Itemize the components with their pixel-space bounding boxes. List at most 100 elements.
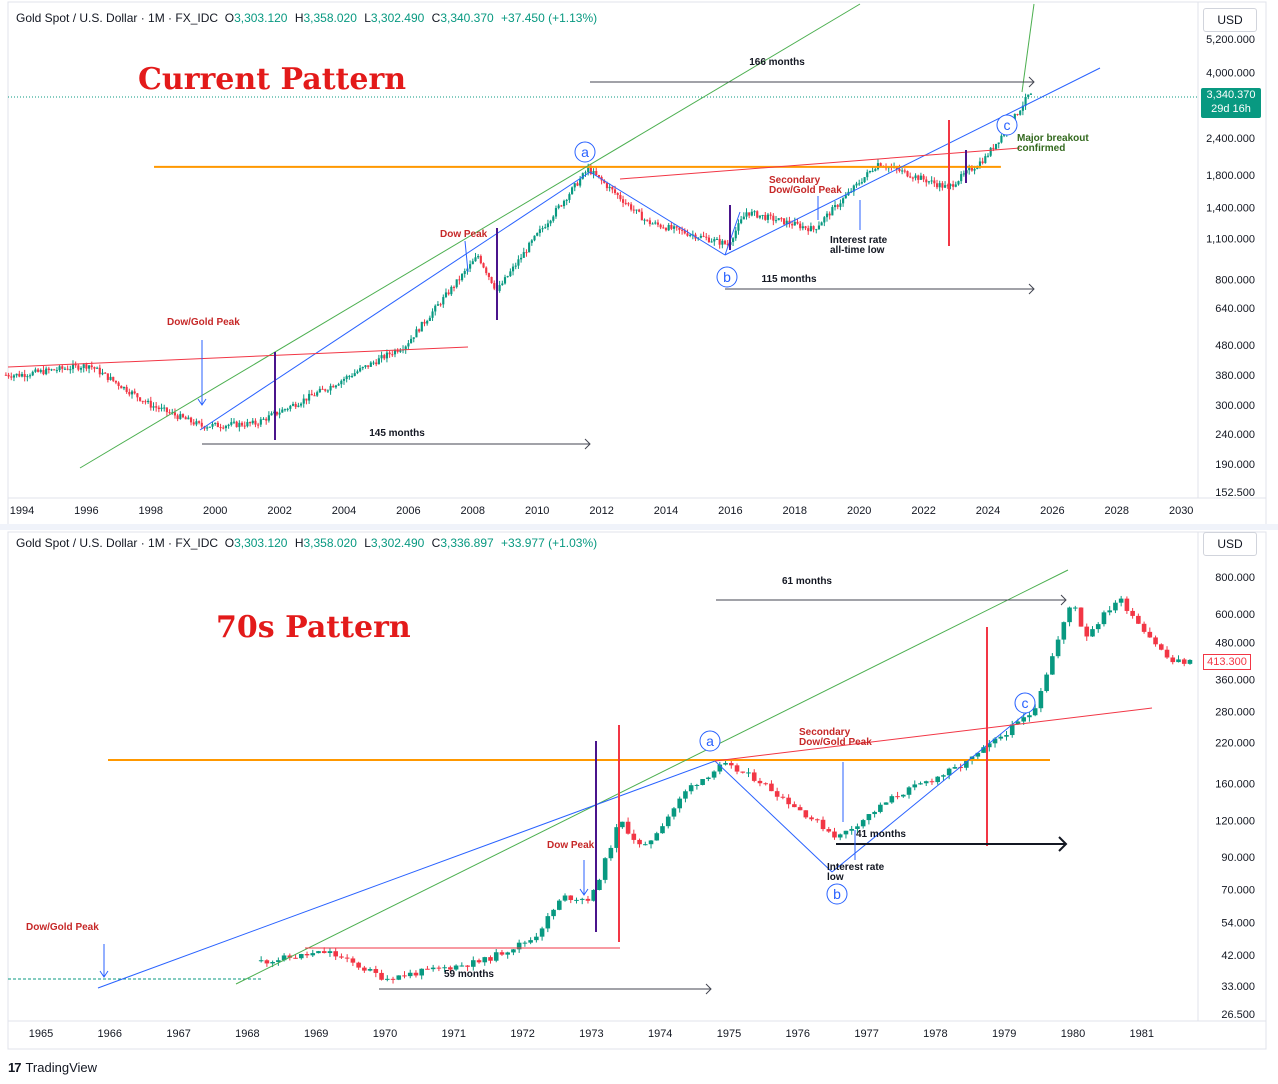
candle-body: [275, 411, 278, 415]
candle-body: [342, 379, 346, 381]
duration-label: 41 months: [856, 829, 906, 840]
candle-body: [699, 235, 702, 238]
candle-body: [603, 180, 606, 183]
symbol-label[interactable]: Gold Spot / U.S. Dollar · 1M · FX_IDC: [16, 536, 219, 550]
candle-body: [487, 273, 490, 277]
candle-body: [173, 412, 177, 416]
candle-body: [683, 791, 688, 799]
candle-body: [758, 215, 761, 218]
candle-body: [447, 292, 450, 295]
candle-body: [748, 212, 751, 216]
candle-body: [826, 829, 832, 832]
y-tick-label: 600.000: [1215, 609, 1255, 621]
note-label: confirmed: [1017, 143, 1065, 154]
candle-body: [367, 365, 370, 367]
candle-body: [774, 791, 780, 797]
plot-frame: [7, 531, 1267, 1050]
last-price-value: 3,340.370: [1206, 89, 1256, 101]
candle-body: [954, 184, 957, 187]
candle-body: [659, 224, 662, 228]
x-tick-label: 2012: [589, 505, 613, 517]
tradingview-footer[interactable]: 17 TradingView: [8, 1056, 97, 1078]
candle-body: [517, 259, 520, 266]
note-label: low: [827, 872, 844, 883]
candle-body: [340, 380, 343, 385]
candle-body: [919, 175, 922, 180]
candle-body: [989, 147, 992, 156]
candle-body: [104, 372, 107, 374]
last-price-value: 413.300: [1207, 656, 1247, 668]
candle-body: [20, 374, 24, 377]
candle-body: [837, 834, 843, 838]
candle-body: [883, 802, 889, 805]
panel-divider[interactable]: [0, 524, 1278, 530]
candle-body: [774, 220, 778, 222]
candle-body: [390, 978, 396, 980]
candle-body: [1176, 659, 1181, 663]
x-tick-label: 2028: [1105, 505, 1129, 517]
candle-body: [318, 388, 321, 393]
x-tick-label: 1978: [923, 1028, 947, 1040]
candle-body: [361, 366, 364, 369]
candle-body: [860, 182, 863, 184]
candle-body: [1107, 610, 1112, 613]
candle-body: [927, 181, 931, 183]
candle-body: [769, 783, 774, 792]
candle-body: [718, 238, 721, 245]
candle-body: [616, 192, 619, 196]
candle-body: [632, 209, 635, 211]
currency-button-top[interactable]: USD: [1203, 8, 1257, 32]
currency-button-bottom[interactable]: USD: [1203, 532, 1257, 556]
candle-body: [469, 264, 472, 269]
candle-body: [329, 385, 332, 391]
candle-body: [168, 412, 171, 414]
candle-body: [214, 422, 217, 424]
candle-body: [1084, 626, 1090, 637]
x-tick-label: 1973: [579, 1028, 603, 1040]
candle-body: [393, 350, 397, 355]
candle-body: [385, 352, 389, 359]
x-tick-label: 2016: [718, 505, 742, 517]
candle-body: [293, 957, 298, 959]
candle-body: [310, 393, 313, 396]
candle-body: [206, 427, 209, 429]
candle-body: [477, 256, 480, 258]
candle-body: [258, 960, 264, 962]
candle-body: [710, 241, 713, 243]
candle-body: [262, 418, 265, 420]
candle-body: [863, 177, 866, 183]
symbol-label[interactable]: Gold Spot / U.S. Dollar · 1M · FX_IDC: [16, 11, 219, 25]
chart-canvas-bottom[interactable]: 800.000 600.000 480.000 360.000 280.000 220.0…: [0, 530, 1278, 1054]
x-tick-label: 1996: [74, 505, 98, 517]
x-tick-label: 1969: [304, 1028, 328, 1040]
wave-label-a: a: [706, 733, 714, 749]
candle-body: [324, 389, 327, 391]
candle-body: [624, 202, 627, 204]
candle-body: [160, 407, 163, 409]
candle-body: [858, 183, 861, 185]
candle-body: [917, 175, 920, 180]
candle-body: [889, 796, 895, 803]
x-tick-label: 1974: [648, 1028, 672, 1040]
chart-panel-top: 5,200.000 4,000.000 2,400.000 1,800.000 1,40…: [0, 0, 1278, 524]
candle-body: [923, 781, 929, 784]
candle-body: [133, 391, 136, 394]
candle-body: [1181, 659, 1187, 664]
candle-body: [935, 776, 940, 783]
candle-body: [1164, 649, 1170, 658]
candle-body: [960, 174, 963, 182]
chart-canvas-top[interactable]: 5,200.000 4,000.000 2,400.000 1,800.000 1,40…: [0, 0, 1278, 524]
candle-body: [534, 936, 539, 941]
candle-body: [973, 168, 976, 171]
candle-body: [978, 161, 982, 167]
candle-body: [291, 403, 295, 406]
candle-body: [58, 366, 61, 371]
candle-body: [625, 821, 631, 834]
candle-body: [200, 422, 203, 427]
candle-body: [369, 362, 372, 367]
red-trendline-right: [714, 707, 1153, 762]
candle-body: [929, 781, 935, 783]
candle-body: [243, 425, 246, 427]
candle-body: [683, 230, 686, 234]
candle-body: [734, 765, 740, 772]
